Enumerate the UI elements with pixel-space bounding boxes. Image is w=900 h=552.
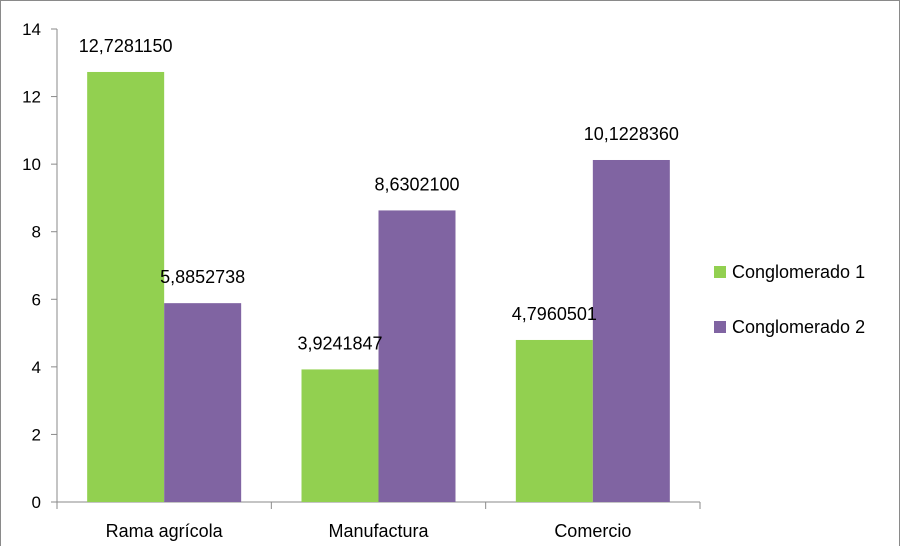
- y-tick-label: 10: [22, 155, 41, 174]
- bar-1-3: [515, 339, 593, 502]
- bar-1-1: [87, 71, 165, 502]
- y-tick-label: 4: [32, 358, 41, 377]
- bar-2-2: [378, 210, 456, 503]
- legend-swatch: [714, 266, 726, 278]
- data-label: 5,8852738: [160, 267, 245, 287]
- legend-swatch: [714, 321, 726, 333]
- y-tick-label: 14: [22, 20, 41, 39]
- y-tick-label: 0: [32, 493, 41, 512]
- data-label: 3,9241847: [297, 333, 382, 353]
- y-tick-label: 8: [32, 223, 41, 242]
- bar-2-1: [164, 303, 242, 502]
- legend-label: Conglomerado 1: [732, 262, 865, 282]
- data-label: 8,6302100: [374, 174, 459, 194]
- bar-2-3: [592, 159, 670, 503]
- x-tick-label: Comercio: [554, 521, 631, 541]
- x-tick-label: Manufactura: [328, 521, 429, 541]
- data-label: 10,1228360: [584, 124, 679, 144]
- bar-1-2: [301, 369, 379, 502]
- y-tick-label: 12: [22, 88, 41, 107]
- data-label: 12,7281150: [79, 36, 173, 56]
- data-label: 4,7960501: [512, 304, 597, 324]
- y-tick-label: 6: [32, 290, 41, 309]
- legend-label: Conglomerado 2: [732, 317, 865, 337]
- data-labels: 12,7281150 3,9241847 4,7960501 5,8852738 8,6…: [79, 36, 679, 353]
- x-tick-label: Rama agrícola: [106, 521, 224, 541]
- legend: Conglomerado 1 Conglomerado 2: [714, 262, 865, 337]
- bars: [87, 71, 670, 503]
- y-tick-label: 2: [32, 425, 41, 444]
